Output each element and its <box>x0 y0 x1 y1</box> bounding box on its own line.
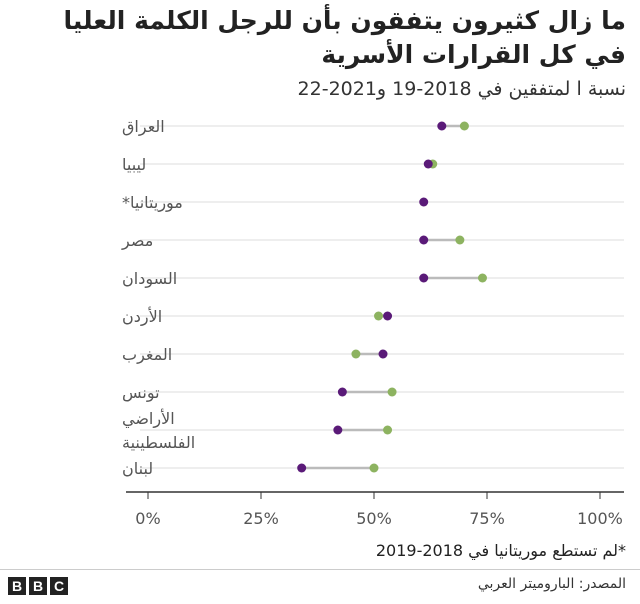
chart-title: ما زال كثيرون يتفقون بأن للرجل الكلمة ال… <box>63 6 627 69</box>
category-label-line: مصر <box>121 231 153 251</box>
x-tick-label: 0% <box>135 509 160 528</box>
bbc-logo-letter: B <box>29 577 47 595</box>
category-label: العراق <box>122 117 165 137</box>
dot-series-a <box>383 425 393 435</box>
category-label: موريتانيا* <box>122 193 183 213</box>
footer-divider <box>0 569 640 570</box>
category-label-line: المغرب <box>122 345 172 365</box>
x-tick-label: 75% <box>469 509 505 528</box>
dot-series-a <box>477 273 487 283</box>
dot-series-a <box>369 463 379 473</box>
source-note: المصدر: الباروميتر العربي <box>477 576 626 592</box>
category-label: الأراضي الفلسطينية <box>122 408 195 452</box>
category-label-line: الفلسطينية <box>122 433 195 452</box>
dot-series-b <box>437 121 447 131</box>
bbc-logo-letter: B <box>8 577 26 595</box>
dot-series-b <box>333 425 343 435</box>
dot-series-a <box>455 235 465 245</box>
dot-series-a <box>459 121 469 131</box>
dot-series-a <box>374 311 384 321</box>
category-label: مصر <box>121 231 153 251</box>
bbc-logo: B B C <box>8 577 68 595</box>
dot-series-b <box>419 273 429 283</box>
chart-subtitle: نسبة ا لمتفقين في 2018-19 و2021-22 <box>297 78 626 100</box>
dot-chart: العراق ليبيا موريتانيا* مصر السودان الأردن الم… <box>121 117 624 528</box>
category-label-line: موريتانيا* <box>122 193 183 213</box>
dot-series-b <box>383 311 393 321</box>
dot-series-b <box>337 387 347 397</box>
category-label-line: ليبيا <box>122 155 146 174</box>
dot-series-b <box>423 159 433 169</box>
dot-series-b <box>297 463 307 473</box>
category-label: ليبيا <box>122 155 146 174</box>
x-tick-label: 100% <box>577 509 623 528</box>
dot-series-a <box>387 387 397 397</box>
category-label: السودان <box>122 269 177 289</box>
category-label-line: العراق <box>122 117 165 137</box>
category-label: الأردن <box>122 306 162 327</box>
x-tick-label: 50% <box>356 509 392 528</box>
category-label: تونس <box>122 383 160 403</box>
category-label: لبنان <box>122 459 153 478</box>
dot-series-a <box>351 349 361 359</box>
x-tick-label: 25% <box>243 509 279 528</box>
dot-series-b <box>419 197 429 207</box>
dot-series-b <box>378 349 388 359</box>
category-label-line: الأردن <box>122 306 162 327</box>
dot-series-b <box>419 235 429 245</box>
category-label-line: الأراضي <box>122 408 175 429</box>
bbc-logo-letter: C <box>50 577 68 595</box>
category-label: المغرب <box>122 345 172 365</box>
category-label-line: السودان <box>122 269 177 289</box>
category-label-line: لبنان <box>122 459 153 478</box>
footnote: *لم تستطع موريتانيا في 2018-2019 <box>375 541 626 560</box>
category-label-line: تونس <box>122 383 160 403</box>
